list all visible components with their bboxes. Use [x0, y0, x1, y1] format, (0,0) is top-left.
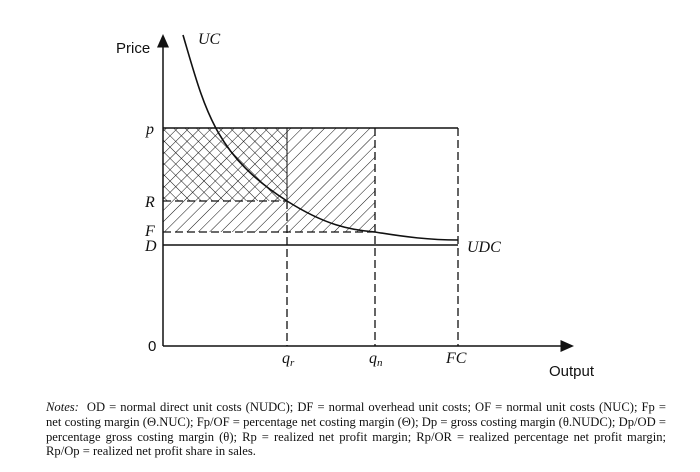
notes-label: Notes: — [46, 400, 79, 414]
origin-label: 0 — [148, 338, 156, 355]
figure-notes: Notes: OD = normal direct unit costs (NUD… — [46, 400, 666, 459]
realized-profit-region — [163, 128, 287, 201]
price-label-d: D — [144, 238, 157, 255]
qr-label: qr — [282, 350, 295, 369]
price-label-r: R — [144, 194, 155, 211]
price-label-p: p — [145, 121, 154, 138]
y-axis-label: Price — [116, 40, 150, 57]
costing-diagram: Price Output 0 p R F D UC UDC qr qn FC — [116, 31, 595, 380]
x-axis-label: Output — [549, 363, 595, 380]
price-label-f: F — [144, 223, 155, 240]
uc-label: UC — [198, 31, 221, 48]
fc-label: FC — [445, 350, 467, 367]
notes-text: OD = normal direct unit costs (NUDC); DF… — [46, 400, 666, 459]
qn-label: qn — [369, 350, 383, 369]
udc-label: UDC — [467, 239, 501, 256]
uc-curve — [182, 34, 459, 241]
